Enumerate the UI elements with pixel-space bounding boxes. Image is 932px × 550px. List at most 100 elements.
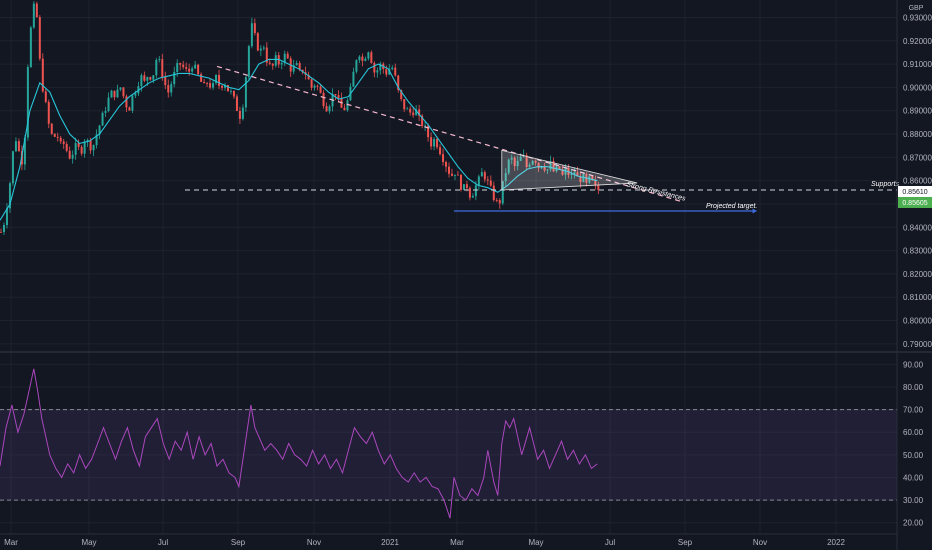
price-tick: 0.82000 <box>903 270 932 279</box>
candle-body <box>271 63 274 66</box>
candle-body <box>322 92 325 107</box>
strong-resistances-label: Strong Resistances <box>626 181 687 203</box>
candle-body <box>477 176 480 186</box>
candle-body <box>149 77 152 80</box>
candle-body <box>594 180 597 185</box>
candle-body <box>62 141 65 144</box>
candle-body <box>146 77 149 81</box>
price-tick: 0.84000 <box>903 223 932 232</box>
candle-body <box>546 169 549 171</box>
candle-body <box>424 125 427 127</box>
candle-body <box>462 184 465 190</box>
candle-body <box>346 100 349 111</box>
candle-body <box>415 109 418 116</box>
candle-body <box>113 90 116 98</box>
candle-body <box>5 208 8 226</box>
ma-price-badge-text: 0.85605 <box>902 200 927 207</box>
candle-body <box>492 185 495 201</box>
candle-body <box>247 46 250 78</box>
candle-body <box>17 141 20 151</box>
candle-body <box>394 67 397 76</box>
time-tick: Mar <box>450 538 464 547</box>
price-axis[interactable]: 0.93000 0.92000 0.91000 0.90000 0.89000 0.880… <box>903 13 932 348</box>
candle-body <box>56 136 59 138</box>
candle-body <box>313 85 316 88</box>
price-tick: 0.90000 <box>903 83 932 92</box>
candle-body <box>552 161 555 172</box>
candle-body <box>358 56 361 61</box>
candle-body <box>471 196 474 198</box>
rsi-tick: 20.00 <box>903 519 924 528</box>
candle-body <box>501 181 504 204</box>
price-tick: 0.92000 <box>903 37 932 46</box>
candle-body <box>427 125 430 138</box>
rsi-layer <box>0 368 598 519</box>
candle-body <box>319 86 322 93</box>
candle-body <box>188 68 191 72</box>
candle-body <box>298 63 301 70</box>
price-tick: 0.89000 <box>903 107 932 116</box>
candle-body <box>77 143 80 147</box>
candle-body <box>176 63 179 72</box>
time-tick: Mar <box>4 538 18 547</box>
time-tick: 2022 <box>827 538 845 547</box>
candle-body <box>155 60 158 76</box>
candle-body <box>38 17 41 59</box>
projected-target-label: Projected target. <box>706 203 757 210</box>
candle-body <box>179 63 182 65</box>
candle-body <box>286 53 289 59</box>
candle-body <box>134 93 137 96</box>
candle-body <box>26 67 29 138</box>
candle-body <box>528 164 531 167</box>
candle-body <box>101 112 104 126</box>
rsi-line <box>0 368 598 519</box>
candle-body <box>95 134 98 146</box>
moving-average-line <box>0 58 598 221</box>
candle-body <box>173 71 176 85</box>
candle-body <box>197 64 200 75</box>
candle-body <box>409 108 412 113</box>
candle-body <box>128 107 131 111</box>
candle-body <box>65 143 68 151</box>
candle-body <box>456 174 459 176</box>
candle-body <box>191 68 194 72</box>
time-axis[interactable]: Mar May Jul Sep Nov 2021 Mar May Jul Sep Nov 2022 <box>4 538 845 547</box>
candle-body <box>537 162 540 169</box>
candle-body <box>442 154 445 162</box>
candle-body <box>355 60 358 72</box>
candle-body <box>244 77 247 108</box>
candle-body <box>203 81 206 84</box>
candle-body <box>80 146 83 154</box>
rsi-tick: 70.00 <box>903 406 924 415</box>
time-tick: May <box>528 538 543 547</box>
candle-body <box>364 58 367 61</box>
candle-body <box>352 71 355 87</box>
candle-body <box>152 75 155 80</box>
candle-body <box>238 110 241 119</box>
candle-body <box>418 109 421 116</box>
candle-body <box>430 137 433 147</box>
candle-body <box>480 172 483 177</box>
price-tick: 0.86000 <box>903 177 932 186</box>
rsi-axis[interactable]: 90.00 80.00 70.00 60.00 50.00 40.00 30.00 20.00 <box>903 360 924 527</box>
projected-target-arrow <box>752 208 757 214</box>
rsi-tick: 50.00 <box>903 451 924 460</box>
time-tick: 2021 <box>381 538 399 547</box>
candle-body <box>125 96 128 108</box>
candle-body <box>310 79 313 88</box>
candle-body <box>388 69 391 75</box>
candle-body <box>483 172 486 180</box>
candle-body <box>14 141 17 152</box>
candle-body <box>221 85 224 88</box>
candle-body <box>337 95 340 98</box>
candle-body <box>194 64 197 69</box>
candle-body <box>292 65 295 72</box>
rsi-tick: 60.00 <box>903 428 924 437</box>
candle-body <box>459 174 462 190</box>
candle-body <box>543 166 546 171</box>
candle-body <box>265 47 268 63</box>
candle-body <box>229 90 232 92</box>
candle-body <box>59 137 62 142</box>
candle-body <box>235 96 238 111</box>
